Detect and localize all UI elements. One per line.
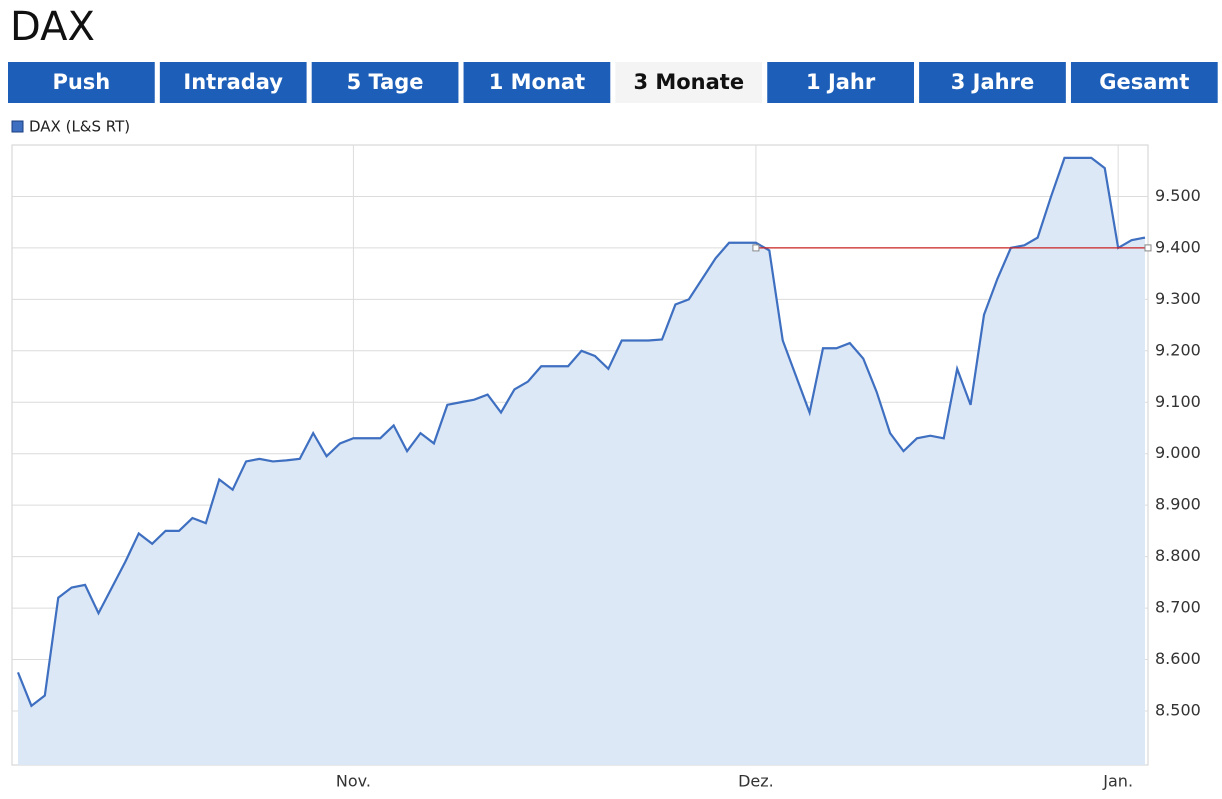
tab[interactable] (463, 62, 611, 103)
tab-label[interactable]: Gesamt (1099, 70, 1189, 94)
page-title: DAX (10, 4, 95, 50)
legend-swatch (11, 120, 24, 133)
x-tick-label: Dez. (738, 772, 774, 791)
legend-label: DAX (L&S RT) (29, 118, 130, 136)
y-tick-label: 9.400 (1155, 237, 1201, 256)
x-tick-label: Jan. (1102, 772, 1133, 791)
tab-label[interactable]: Push (52, 70, 110, 94)
area-fill (18, 157, 1145, 766)
y-tick-label: 8.700 (1155, 598, 1201, 617)
tab[interactable] (1070, 62, 1218, 103)
tab[interactable] (615, 62, 763, 103)
y-tick-label: 9.000 (1155, 443, 1201, 462)
price-line (16, 156, 1146, 708)
y-tick-label: 9.100 (1155, 392, 1201, 411)
tab-label[interactable]: 1 Jahr (806, 70, 876, 94)
tab[interactable] (8, 62, 155, 103)
tab-label[interactable]: 5 Tage (347, 70, 424, 94)
y-tick-label: 8.800 (1155, 546, 1201, 565)
x-tick-label: Nov. (336, 772, 371, 791)
tab[interactable] (767, 62, 914, 103)
y-tick-label: 9.500 (1155, 186, 1201, 205)
y-tick-label: 9.300 (1155, 289, 1201, 308)
y-tick-label: 9.200 (1155, 340, 1201, 359)
reference-marker (1144, 244, 1152, 252)
y-tick-label: 8.600 (1155, 649, 1201, 668)
tab[interactable] (919, 62, 1066, 103)
tab-label[interactable]: 3 Monate (633, 70, 744, 94)
tab-label[interactable]: 3 Jahre (951, 70, 1034, 94)
reference-marker (752, 244, 760, 252)
tab[interactable] (159, 62, 307, 103)
tab[interactable] (311, 62, 459, 103)
y-tick-label: 8.500 (1155, 700, 1201, 719)
tab-label[interactable]: 1 Monat (489, 70, 585, 94)
tab-label[interactable]: Intraday (183, 70, 283, 94)
y-tick-label: 8.900 (1155, 495, 1201, 514)
